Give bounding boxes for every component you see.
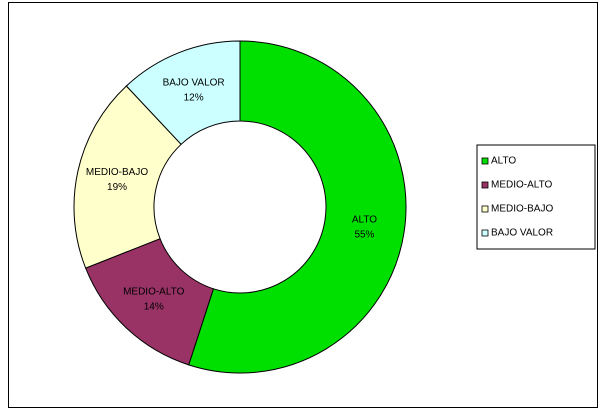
donut-slice: [73, 85, 182, 269]
data-label-name: BAJO VALOR: [163, 77, 225, 88]
data-label-value: 12%: [184, 92, 204, 103]
legend-swatch: [481, 181, 489, 189]
data-label-name: MEDIO-BAJO: [86, 167, 148, 178]
data-label-name: ALTO: [352, 214, 377, 225]
legend-swatch: [481, 229, 489, 237]
donut-slice: [125, 40, 241, 146]
data-label-value: 14%: [144, 301, 164, 312]
data-label-value: 19%: [107, 182, 127, 193]
legend-label: MEDIO-BAJO: [491, 204, 553, 215]
legend-label: MEDIO-ALTO: [491, 180, 553, 191]
legend-box: [476, 144, 596, 250]
data-label-value: 55%: [354, 229, 374, 240]
legend-label: BAJO VALOR: [491, 228, 553, 239]
donut-slice: [188, 40, 407, 374]
data-label-name: MEDIO-ALTO: [123, 286, 185, 297]
legend-swatch: [481, 205, 489, 213]
legend-swatch: [481, 157, 489, 165]
legend-label: ALTO: [491, 156, 516, 167]
